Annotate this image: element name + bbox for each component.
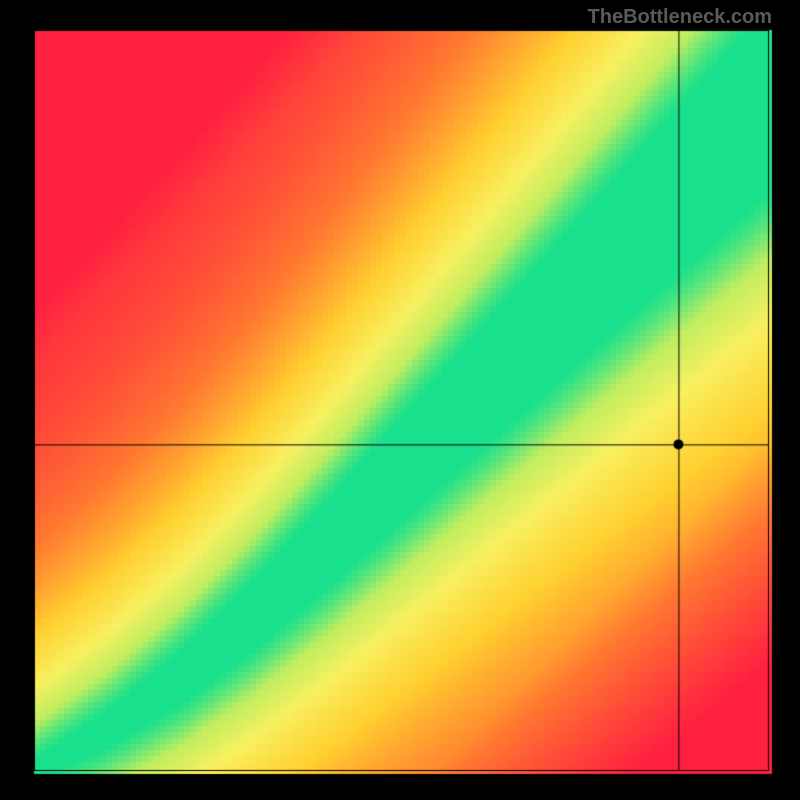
chart-container: { "source_label": "TheBottleneck.com", "… — [0, 0, 800, 800]
source-attribution: TheBottleneck.com — [588, 6, 772, 29]
bottleneck-heatmap — [0, 0, 800, 800]
